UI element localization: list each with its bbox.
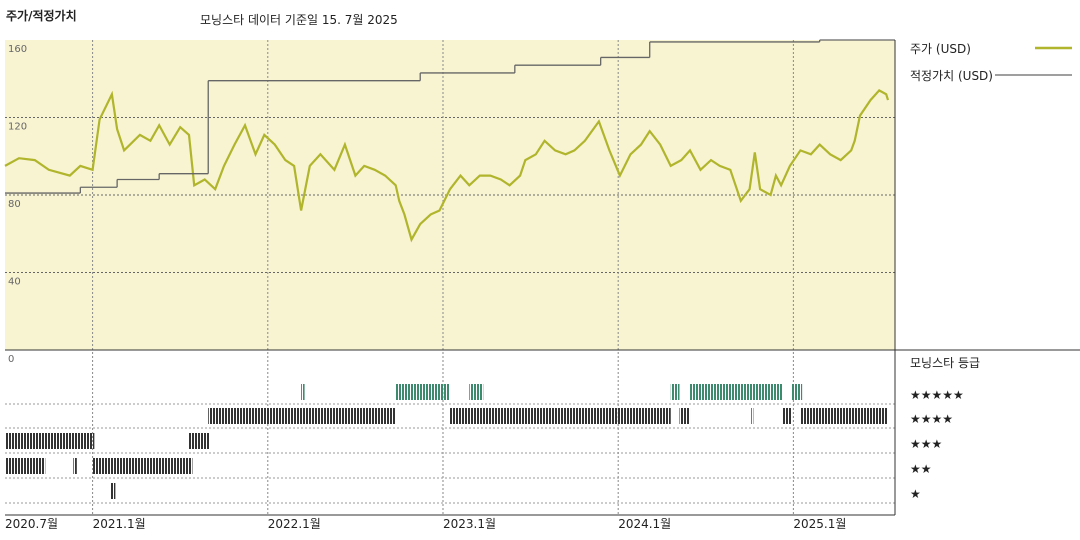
legend-label: 주가 (USD) xyxy=(910,42,971,56)
rating-segment xyxy=(679,408,691,424)
price-line xyxy=(4,89,890,243)
rating-label: ★★★★★ xyxy=(910,388,964,402)
rating-label: ★★ xyxy=(910,462,932,476)
rating-segment xyxy=(188,433,210,449)
rating-segment xyxy=(800,408,888,424)
rating-segment xyxy=(92,458,193,474)
rating-segment xyxy=(670,384,680,400)
x-tick-label: 2022.1월 xyxy=(268,517,321,531)
chart-subtitle: 모닝스타 데이터 기준일 15. 7월 2025 xyxy=(200,13,398,27)
y-tick-label: 160 xyxy=(8,44,27,55)
ratings-title: 모닝스타 등급 xyxy=(910,356,980,370)
chart-title: 주가/적정가치 xyxy=(6,8,77,23)
rating-segment xyxy=(450,408,671,424)
x-tick-label: 2021.1월 xyxy=(93,517,146,531)
rating-label: ★★★ xyxy=(910,437,942,451)
rating-segment xyxy=(110,483,116,499)
rating-segment xyxy=(395,384,450,400)
y-tick-label: 40 xyxy=(8,277,21,288)
rating-segment xyxy=(690,384,783,400)
rating-label: ★★★★ xyxy=(910,412,953,426)
rating-label: ★ xyxy=(910,487,921,501)
y-tick-label: 120 xyxy=(8,122,27,133)
rating-segment xyxy=(751,408,754,424)
x-tick-label: 2025.1월 xyxy=(793,517,846,531)
rating-segment xyxy=(791,384,803,400)
rating-segment xyxy=(208,408,396,424)
rating-segment xyxy=(469,384,484,400)
rating-segment xyxy=(301,384,305,400)
y-tick-label: 0 xyxy=(8,354,14,365)
x-tick-label: 2023.1월 xyxy=(443,517,496,531)
legend-label: 적정가치 (USD) xyxy=(910,69,993,83)
rating-segment xyxy=(782,408,792,424)
x-tick-label: 2020.7월 xyxy=(5,517,58,531)
rating-segment xyxy=(5,433,95,449)
rating-segment xyxy=(73,458,77,474)
x-tick-label: 2024.1월 xyxy=(618,517,671,531)
rating-segment xyxy=(5,458,46,474)
y-tick-label: 80 xyxy=(8,199,21,210)
